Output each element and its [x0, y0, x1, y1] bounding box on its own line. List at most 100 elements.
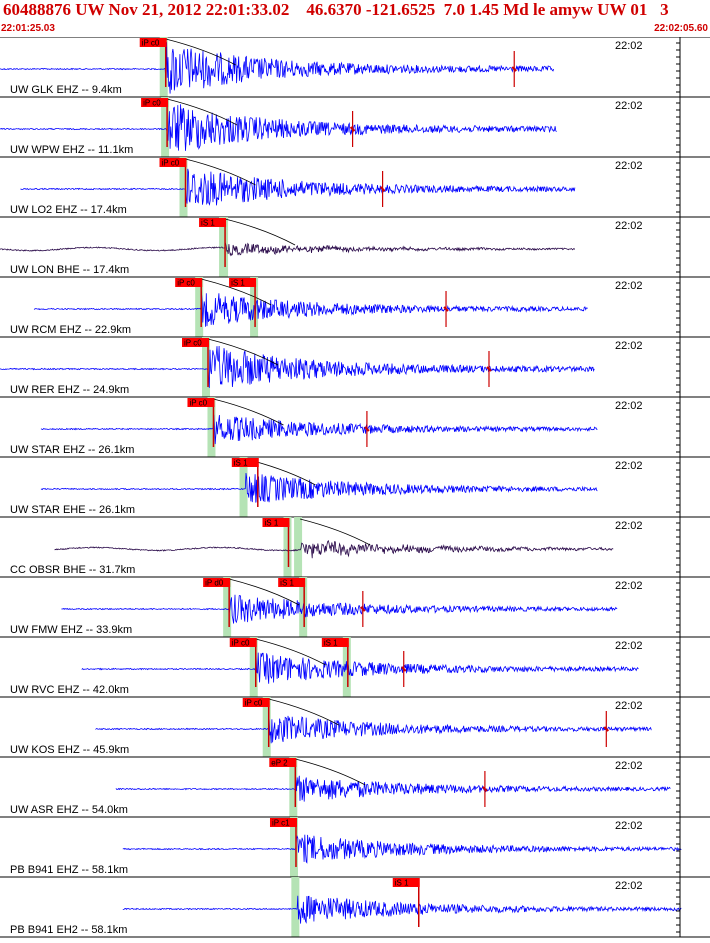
- amplitude-spike-core: [511, 66, 517, 72]
- pick-label[interactable]: iS 1: [264, 519, 278, 528]
- pick-label-box[interactable]: [182, 338, 210, 347]
- station-row[interactable]: iP c1 22:02 PB B941 EHZ -- 58.1km: [0, 816, 710, 877]
- pick-label[interactable]: iS 1: [324, 639, 338, 648]
- p-window-band: [291, 877, 300, 937]
- pick-label[interactable]: iP c0: [232, 639, 250, 648]
- time-tick-label: 22:02: [615, 100, 643, 112]
- time-tick-label: 22:02: [615, 640, 643, 652]
- pick-label-box[interactable]: [203, 578, 231, 587]
- station-label: UW LO2 EHZ -- 17.4km: [10, 204, 127, 216]
- theoretical-curve: [229, 578, 300, 606]
- time-tick-label: 22:02: [615, 760, 643, 772]
- pick-label[interactable]: iS 1: [234, 459, 248, 468]
- station-row[interactable]: iP c0 iS 1 22:02 UW RVC EHZ -- 42.0km: [0, 636, 710, 697]
- station-row[interactable]: iP c0 22:02 UW GLK EHZ -- 9.4km: [0, 36, 710, 97]
- p-window-band: [207, 397, 216, 457]
- pick-label-box[interactable]: [199, 218, 227, 227]
- waveform-trace: [122, 834, 682, 864]
- station-label: PB B941 EH2 -- 58.1km: [10, 924, 127, 936]
- pick-label[interactable]: iS 1: [395, 879, 409, 888]
- station-row[interactable]: iS 1 22:02 UW STAR EHE -- 26.1km: [0, 456, 710, 517]
- station-label: UW LON BHE -- 17.4km: [10, 264, 129, 276]
- end-time-label: 22:02:05.60: [654, 23, 708, 34]
- pick-label[interactable]: iP c0: [184, 339, 202, 348]
- waveform-trace: [0, 104, 557, 151]
- pick-label-box[interactable]: [187, 398, 215, 407]
- amplitude-spike-core: [486, 366, 492, 372]
- pick-label-box[interactable]: [229, 278, 257, 287]
- station-row[interactable]: eP 2 22:02 UW ASR EHZ -- 54.0km: [0, 756, 710, 817]
- time-tick-label: 22:02: [615, 40, 643, 52]
- station-row[interactable]: iP c0 22:02 UW STAR EHZ -- 26.1km: [0, 396, 710, 457]
- pick-label[interactable]: iP c0: [177, 279, 195, 288]
- waveform-trace: [61, 594, 618, 624]
- theoretical-curve: [201, 278, 272, 306]
- seismogram-traces[interactable]: iP c0 22:02 UW GLK EHZ -- 9.4km iP c0 22:02 U…: [0, 36, 710, 938]
- station-label: UW STAR EHE -- 26.1km: [10, 504, 135, 516]
- p-window-band: [289, 757, 298, 817]
- station-row[interactable]: iP c0 22:02 UW LO2 EHZ -- 17.4km: [0, 156, 710, 217]
- waveform-trace: [40, 472, 598, 503]
- waveform-trace: [40, 414, 598, 445]
- time-tick-label: 22:02: [615, 280, 643, 292]
- station-row[interactable]: iS 1 22:02 PB B941 EH2 -- 58.1km: [0, 876, 710, 937]
- s-window-band: [283, 517, 292, 577]
- theoretical-curve: [299, 518, 371, 546]
- theoretical-curve: [255, 638, 326, 666]
- pick-label-box[interactable]: [141, 98, 169, 107]
- amplitude-spike-core: [443, 306, 449, 312]
- time-tick-label: 22:02: [615, 400, 643, 412]
- waveform-trace: [81, 652, 639, 684]
- seismogram-panel[interactable]: iP c0 22:02 UW GLK EHZ -- 9.4km iP c0 22:02 U…: [0, 36, 710, 938]
- p-window-band: [159, 37, 168, 97]
- pick-label-box[interactable]: [321, 638, 349, 647]
- station-label: UW WPW EHZ -- 11.1km: [10, 144, 133, 156]
- station-row[interactable]: iP c0 22:02 UW RER EHZ -- 24.9km: [0, 336, 710, 397]
- pick-label[interactable]: iP c0: [143, 99, 161, 108]
- pick-label[interactable]: iS 1: [280, 579, 294, 588]
- pick-label[interactable]: eP 2: [271, 759, 288, 768]
- waveform-trace: [0, 42, 555, 94]
- p-window-band: [262, 697, 271, 757]
- pick-label-box[interactable]: [392, 878, 420, 887]
- pick-label[interactable]: iP c0: [245, 699, 263, 708]
- station-row[interactable]: iP d0 iS 1 22:02 UW FMW EHZ -- 33.9km: [0, 576, 710, 637]
- pick-label[interactable]: iP c0: [189, 399, 207, 408]
- pick-label-box[interactable]: [175, 278, 203, 287]
- station-row[interactable]: iS 1 22:02 CC OBSR BHE -- 31.7km: [0, 516, 710, 577]
- p-window-band: [294, 517, 303, 577]
- pick-label-box[interactable]: [269, 818, 297, 827]
- station-row[interactable]: iP c0 iS 1 22:02 UW RCM EHZ -- 22.9km: [0, 276, 710, 337]
- time-tick-label: 22:02: [615, 160, 643, 172]
- theoretical-curve: [207, 338, 279, 366]
- pick-label[interactable]: iP c0: [142, 39, 160, 48]
- station-label: UW GLK EHZ -- 9.4km: [10, 84, 122, 96]
- station-row[interactable]: iS 1 22:02 UW LON BHE -- 17.4km: [0, 216, 710, 277]
- pick-label-box[interactable]: [262, 518, 290, 527]
- pick-label[interactable]: iP c0: [162, 159, 180, 168]
- pick-label-box[interactable]: [231, 458, 259, 467]
- station-label: CC OBSR BHE -- 31.7km: [10, 564, 135, 576]
- waveform-trace: [115, 775, 671, 802]
- time-tick-label: 22:02: [615, 220, 643, 232]
- pick-label-box[interactable]: [159, 158, 187, 167]
- waveform-trace: [0, 345, 595, 388]
- station-label: UW ASR EHZ -- 54.0km: [10, 804, 128, 816]
- pick-label-box[interactable]: [229, 638, 257, 647]
- p-window-band: [161, 97, 170, 157]
- waveform-trace: [20, 168, 576, 206]
- pick-label-box[interactable]: [242, 698, 270, 707]
- pick-label-box[interactable]: [278, 578, 306, 587]
- station-row[interactable]: iP c0 22:02 UW KOS EHZ -- 45.9km: [0, 696, 710, 757]
- pick-label[interactable]: iP c1: [272, 819, 290, 828]
- event-header: 60488876 UW Nov 21, 2012 22:01:33.02 46.…: [0, 0, 710, 38]
- pick-label[interactable]: iS 1: [201, 219, 215, 228]
- pick-label[interactable]: iP d0: [205, 579, 224, 588]
- pick-label-box[interactable]: [139, 38, 167, 47]
- pick-label-box[interactable]: [269, 758, 297, 767]
- pick-label[interactable]: iS 1: [231, 279, 245, 288]
- waveform-trace: [54, 539, 614, 559]
- theoretical-curve: [295, 758, 366, 786]
- station-row[interactable]: iP c0 22:02 UW WPW EHZ -- 11.1km: [0, 96, 710, 157]
- waveform-trace: [122, 895, 682, 924]
